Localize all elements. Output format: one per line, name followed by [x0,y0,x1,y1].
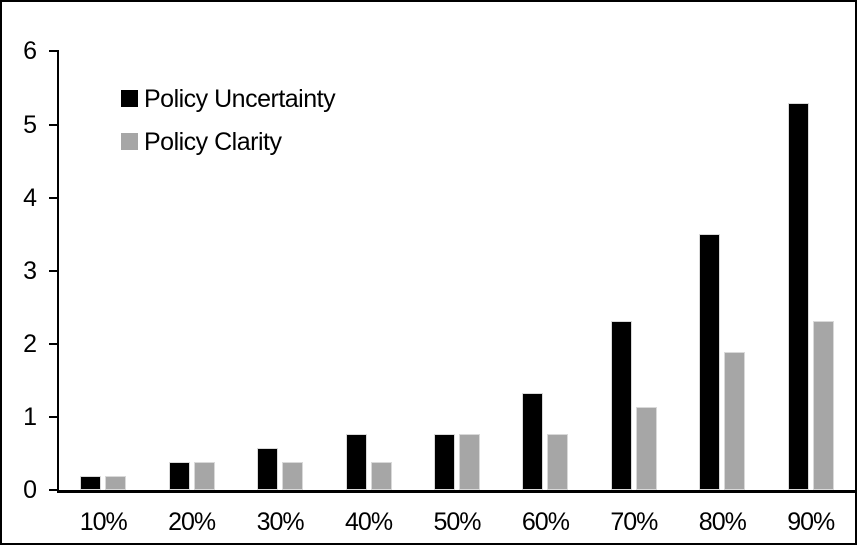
y-axis-tick-label: 3 [23,256,37,285]
x-axis-category-label: 10% [79,508,128,536]
bar-policy-clarity [635,406,657,490]
y-axis-tick-label: 6 [23,37,37,66]
bar-policy-clarity [812,321,834,490]
y-axis-tick [49,269,59,272]
y-axis-tick-label: 4 [23,183,37,212]
x-axis-category-label: 40% [345,508,393,536]
y-axis-tick-label: 0 [23,476,37,504]
bar-policy-clarity [459,433,480,490]
bar-policy-uncertainty [610,321,632,490]
x-axis-category-label: 30% [256,508,305,536]
bar-policy-uncertainty [80,476,102,490]
y-axis-tick [49,196,59,199]
x-axis-category-label: 60% [521,508,570,536]
bar-policy-uncertainty [168,462,190,490]
y-axis-tick [49,50,59,53]
y-axis-tick-label: 2 [23,329,37,358]
legend-swatch-policy-uncertainty-icon [121,90,138,107]
legend-label-policy-uncertainty: Policy Uncertainty [144,85,336,113]
y-axis-tick [49,342,59,345]
x-axis-category-label: 90% [787,508,835,536]
x-axis-category-label: 50% [433,508,481,536]
y-axis-tick-label: 1 [23,402,37,431]
y-axis-tick [49,489,59,491]
bar-policy-uncertainty [257,448,279,490]
legend-label-policy-clarity: Policy Clarity [144,128,282,156]
bar-policy-clarity [193,462,215,490]
bar-policy-uncertainty [345,434,367,490]
y-axis-tick [49,415,59,418]
bar-policy-clarity [547,433,569,490]
legend-swatch-policy-clarity-icon [121,133,138,150]
bar-policy-clarity [724,351,746,490]
bar-policy-uncertainty [522,392,544,490]
x-axis-category-label: 80% [698,508,747,536]
bar-policy-clarity [282,462,304,490]
bar-policy-uncertainty [787,102,809,490]
bar-policy-uncertainty [434,433,455,490]
bar-policy-uncertainty [699,234,721,490]
bar-policy-clarity [370,462,392,490]
x-axis-category-label: 20% [168,508,216,536]
x-axis-line [57,490,855,493]
y-axis-tick [49,123,59,126]
bar-policy-clarity [105,476,127,490]
x-axis-category-label: 70% [610,508,658,536]
y-axis-tick-label: 5 [23,110,37,139]
